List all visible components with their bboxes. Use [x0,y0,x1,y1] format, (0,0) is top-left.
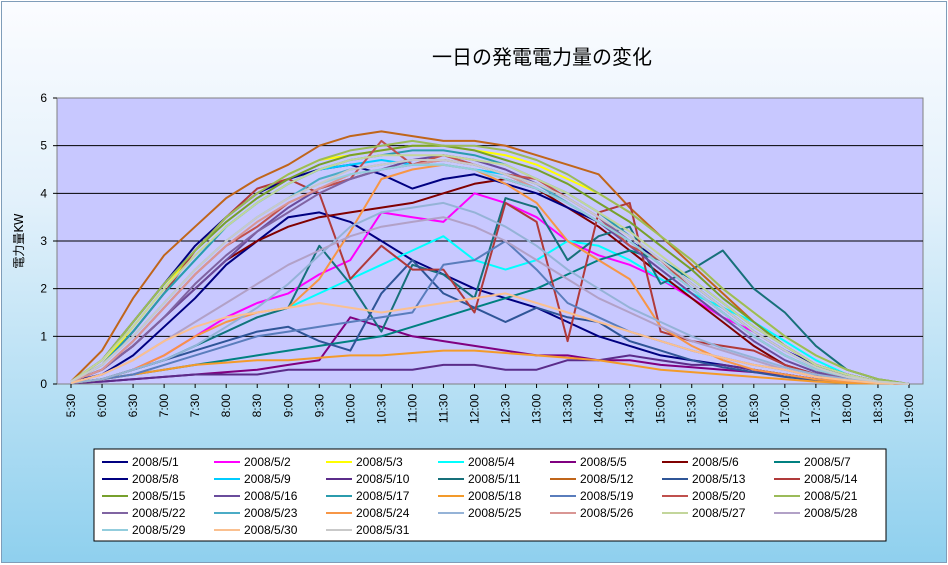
x-tick-label: 7:30 [188,394,202,418]
x-tick-label: 6:30 [126,394,140,418]
legend-label: 2008/5/16 [244,489,298,503]
series-lines [70,130,910,385]
series-line [70,144,910,385]
x-tick-label: 15:00 [654,394,668,424]
x-axis: 5:30 6:00 6:30 7:00 7:30 8:00 8:30 9:00 9:30 10:0… [64,384,916,424]
legend-label: 2008/5/14 [804,472,858,486]
x-tick-label: 19:00 [902,394,916,424]
legend-label: 2008/5/6 [692,455,739,469]
series-line [70,154,910,385]
legend-label: 2008/5/1 [132,455,179,469]
series-line [70,259,910,385]
y-tick-label: 0 [40,377,47,391]
legend-label: 2008/5/10 [356,472,410,486]
legend-label: 2008/5/19 [580,489,634,503]
y-tick-label: 2 [40,282,47,296]
x-tick-label: 14:30 [623,394,637,424]
x-tick-label: 18:00 [840,394,854,424]
series-line [70,154,910,385]
y-axis-label: 電力量KW [12,213,26,268]
series-line [70,163,910,385]
legend-label: 2008/5/30 [244,523,298,537]
legend-label: 2008/5/2 [244,455,291,469]
legend-label: 2008/5/4 [468,455,515,469]
x-tick-label: 14:00 [592,394,606,424]
x-tick-label: 10:00 [343,394,357,424]
x-tick-label: 13:30 [561,394,575,424]
y-tick-label: 6 [40,91,47,105]
legend-label: 2008/5/28 [804,506,858,520]
legend-label: 2008/5/29 [132,523,186,537]
y-tick-label: 1 [40,329,47,343]
x-tick-label: 11:30 [436,394,450,423]
x-tick-label: 15:30 [685,394,699,424]
x-tick-label: 13:00 [530,394,544,424]
x-tick-label: 7:00 [157,394,171,418]
legend-label: 2008/5/27 [692,506,746,520]
legend-label: 2008/5/17 [356,489,410,503]
legend-label: 2008/5/9 [244,472,291,486]
legend-label: 2008/5/13 [692,472,746,486]
legend-label: 2008/5/18 [468,489,522,503]
legend-label: 2008/5/25 [468,506,522,520]
y-tick-label: 5 [40,139,47,153]
x-tick-label: 12:00 [467,394,481,424]
y-axis: 0 1 2 3 4 5 6 [40,91,57,391]
legend-label: 2008/5/26 [580,506,634,520]
x-tick-label: 16:00 [716,394,730,424]
legend-label: 2008/5/7 [804,455,851,469]
legend-entries: 2008/5/1 2008/5/2 2008/5/3 2008/5/4 2008/5/5… [102,455,858,537]
legend-label: 2008/5/11 [468,472,521,486]
legend-label: 2008/5/5 [580,455,627,469]
series-line [70,292,910,385]
legend-label: 2008/5/3 [356,455,403,469]
x-tick-label: 5:30 [64,394,78,418]
x-tick-label: 17:00 [778,394,792,424]
legend-label: 2008/5/22 [132,506,186,520]
x-tick-label: 8:30 [250,394,264,418]
legend-label: 2008/5/20 [692,489,746,503]
legend-label: 2008/5/21 [804,489,858,503]
x-tick-label: 8:00 [219,394,233,418]
series-line [70,197,910,385]
series-line [70,216,910,385]
x-tick-label: 16:30 [747,394,761,424]
y-tick-label: 4 [40,186,47,200]
x-tick-label: 18:30 [871,394,885,424]
legend-label: 2008/5/12 [580,472,634,486]
series-line [70,349,910,385]
series-line [70,159,910,385]
x-tick-label: 9:00 [281,394,295,418]
legend-label: 2008/5/24 [356,506,410,520]
x-tick-label: 9:30 [312,394,326,418]
legend-label: 2008/5/23 [244,506,298,520]
legend-label: 2008/5/15 [132,489,186,503]
x-tick-label: 6:00 [95,394,109,418]
legend-label: 2008/5/31 [356,523,410,537]
legend-label: 2008/5/8 [132,472,179,486]
series-line [70,316,910,385]
series-line [70,201,910,385]
series-line [70,139,910,385]
x-tick-label: 17:30 [809,394,823,424]
x-tick-label: 12:30 [499,394,513,424]
y-tick-label: 3 [40,234,47,248]
x-tick-label: 11:00 [405,394,419,423]
chart-title: 一日の発電電力量の変化 [432,45,652,69]
x-tick-label: 10:30 [374,394,388,424]
